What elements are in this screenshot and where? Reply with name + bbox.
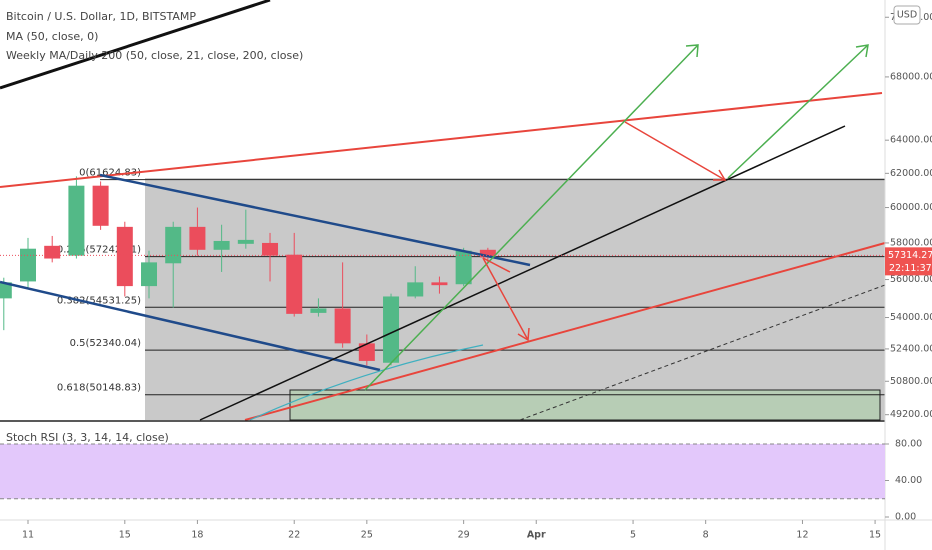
x-tick-label: 12 [796, 530, 808, 541]
y-tick-label: 52400.00 [890, 343, 932, 354]
candle-body [165, 226, 182, 264]
candle-body [286, 254, 303, 314]
candle-body [0, 282, 12, 299]
candle-body [44, 245, 61, 259]
price-tag-label: 57314.27 [888, 250, 932, 261]
fib-label: 0.5(52340.04) [70, 338, 142, 349]
trendline [99, 173, 531, 267]
candle-body [20, 248, 37, 282]
candle-body [189, 226, 206, 250]
chart-title: Bitcoin / U.S. Dollar, 1D, BITSTAMP [6, 10, 196, 23]
indicator-label: MA (50, close, 0) [6, 30, 98, 43]
y-tick-label: 0.00 [895, 511, 916, 522]
x-tick-label: 15 [869, 530, 881, 541]
x-tick-label: 25 [361, 530, 373, 541]
candle-body [310, 308, 327, 313]
candle-body [334, 308, 351, 344]
arrow [727, 44, 869, 179]
arrow [624, 121, 727, 181]
fib-label: 0.382(54531.25) [57, 295, 141, 306]
x-tick-label: 18 [191, 530, 203, 541]
y-tick-label: 64000.00 [890, 135, 932, 146]
candle-body [407, 282, 424, 297]
indicator-label: Stoch RSI (3, 3, 14, 14, close) [6, 431, 169, 444]
candle-body [455, 250, 472, 285]
stoch-band [0, 443, 885, 499]
candle-body [383, 296, 400, 363]
fib-label: 0(61624.83) [79, 168, 141, 179]
x-tick-label: 8 [703, 530, 709, 541]
trendline [519, 284, 886, 421]
arrow [482, 257, 530, 342]
y-tick-label: 56000.00 [890, 274, 932, 285]
arrow [364, 44, 699, 391]
trendline [244, 242, 886, 421]
candle-body [358, 343, 375, 361]
y-tick-label: 50800.00 [890, 376, 932, 387]
y-tick-label: 60000.00 [890, 202, 932, 213]
x-tick-label: 5 [630, 530, 636, 541]
candle-body [213, 240, 230, 250]
candle-body [237, 239, 254, 244]
indicator-label: Weekly MA/Daily 200 (50, close, 21, clos… [6, 49, 303, 62]
y-tick-label: 62000.00 [890, 168, 932, 179]
price-tag [885, 247, 932, 276]
currency-label[interactable]: USD [897, 10, 917, 21]
candle-body [116, 226, 133, 287]
x-tick-label: Apr [527, 530, 546, 541]
candle-body [262, 242, 279, 256]
candle-body [68, 185, 85, 256]
trendline [0, 280, 381, 372]
x-tick-label: 29 [458, 530, 470, 541]
price-pane: 0(61624.83) 0.236(57242.41) 0.382(54531.25… [0, 0, 886, 421]
candle-body [479, 249, 496, 258]
stoch-pane [0, 443, 885, 500]
countdown-label: 22:11:37 [889, 263, 932, 274]
candle-body [141, 262, 158, 287]
fib-label: 0.618(50148.83) [57, 383, 141, 394]
x-tick-label: 11 [22, 530, 34, 541]
arrow [482, 257, 511, 273]
fib-box [145, 178, 885, 420]
candle-body [431, 282, 448, 286]
y-tick-label: 80.00 [895, 438, 922, 449]
y-tick-label: 40.00 [895, 475, 922, 486]
currency-button[interactable] [893, 5, 921, 25]
fib-label: 0.236(57242.41) [57, 245, 141, 256]
y-tick-label: 58000.00 [890, 237, 932, 248]
y-tick-label: 68000.00 [890, 71, 932, 82]
y-tick-label: 49200.00 [890, 409, 932, 420]
y-tick-label: 54000.00 [890, 312, 932, 323]
trendline [0, 0, 271, 90]
trendline [0, 92, 883, 188]
trendline [199, 125, 846, 421]
candle-body [92, 185, 109, 226]
moving-average [249, 344, 484, 421]
x-tick-label: 15 [119, 530, 131, 541]
x-tick-label: 22 [288, 530, 300, 541]
